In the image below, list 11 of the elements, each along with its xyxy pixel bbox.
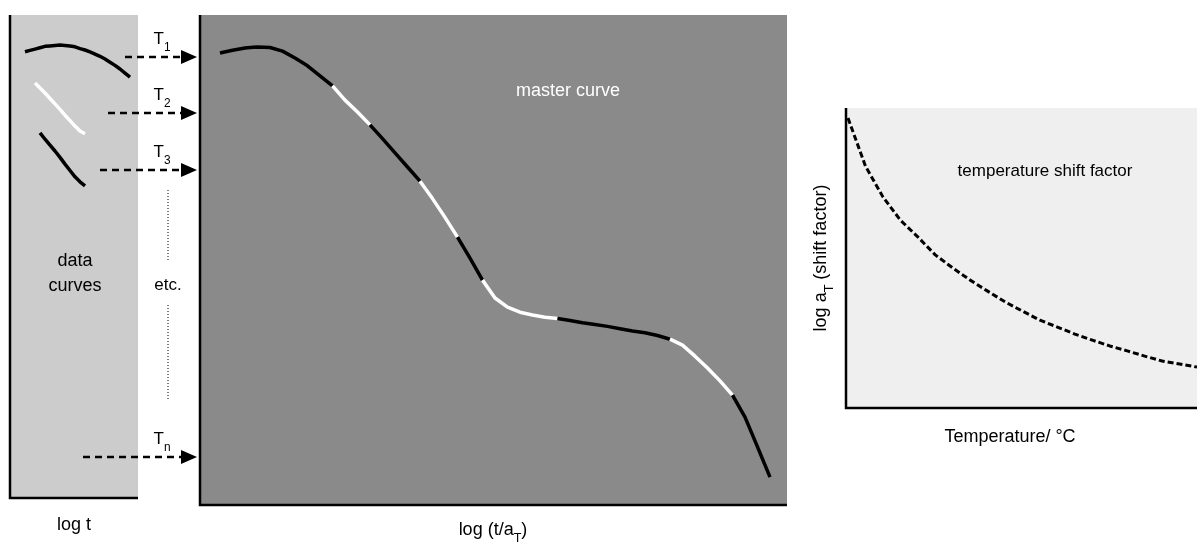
x-axis-title: Temperature/ °C [944, 426, 1076, 446]
x-axis-title: log t [56, 514, 92, 534]
text: T$_{n}$ [153, 429, 171, 454]
annotation: master curve [515, 80, 621, 100]
x-axis-title: log (t/a$_{T}$) [458, 519, 528, 545]
text: T$_{3}$ [153, 142, 171, 167]
text: T$_{2}$ [153, 85, 171, 110]
text: etc. [154, 275, 182, 294]
text: T$_{1}$ [153, 29, 171, 54]
annotation: data curves [48, 250, 102, 295]
annotation: temperature shift factor [957, 161, 1133, 180]
